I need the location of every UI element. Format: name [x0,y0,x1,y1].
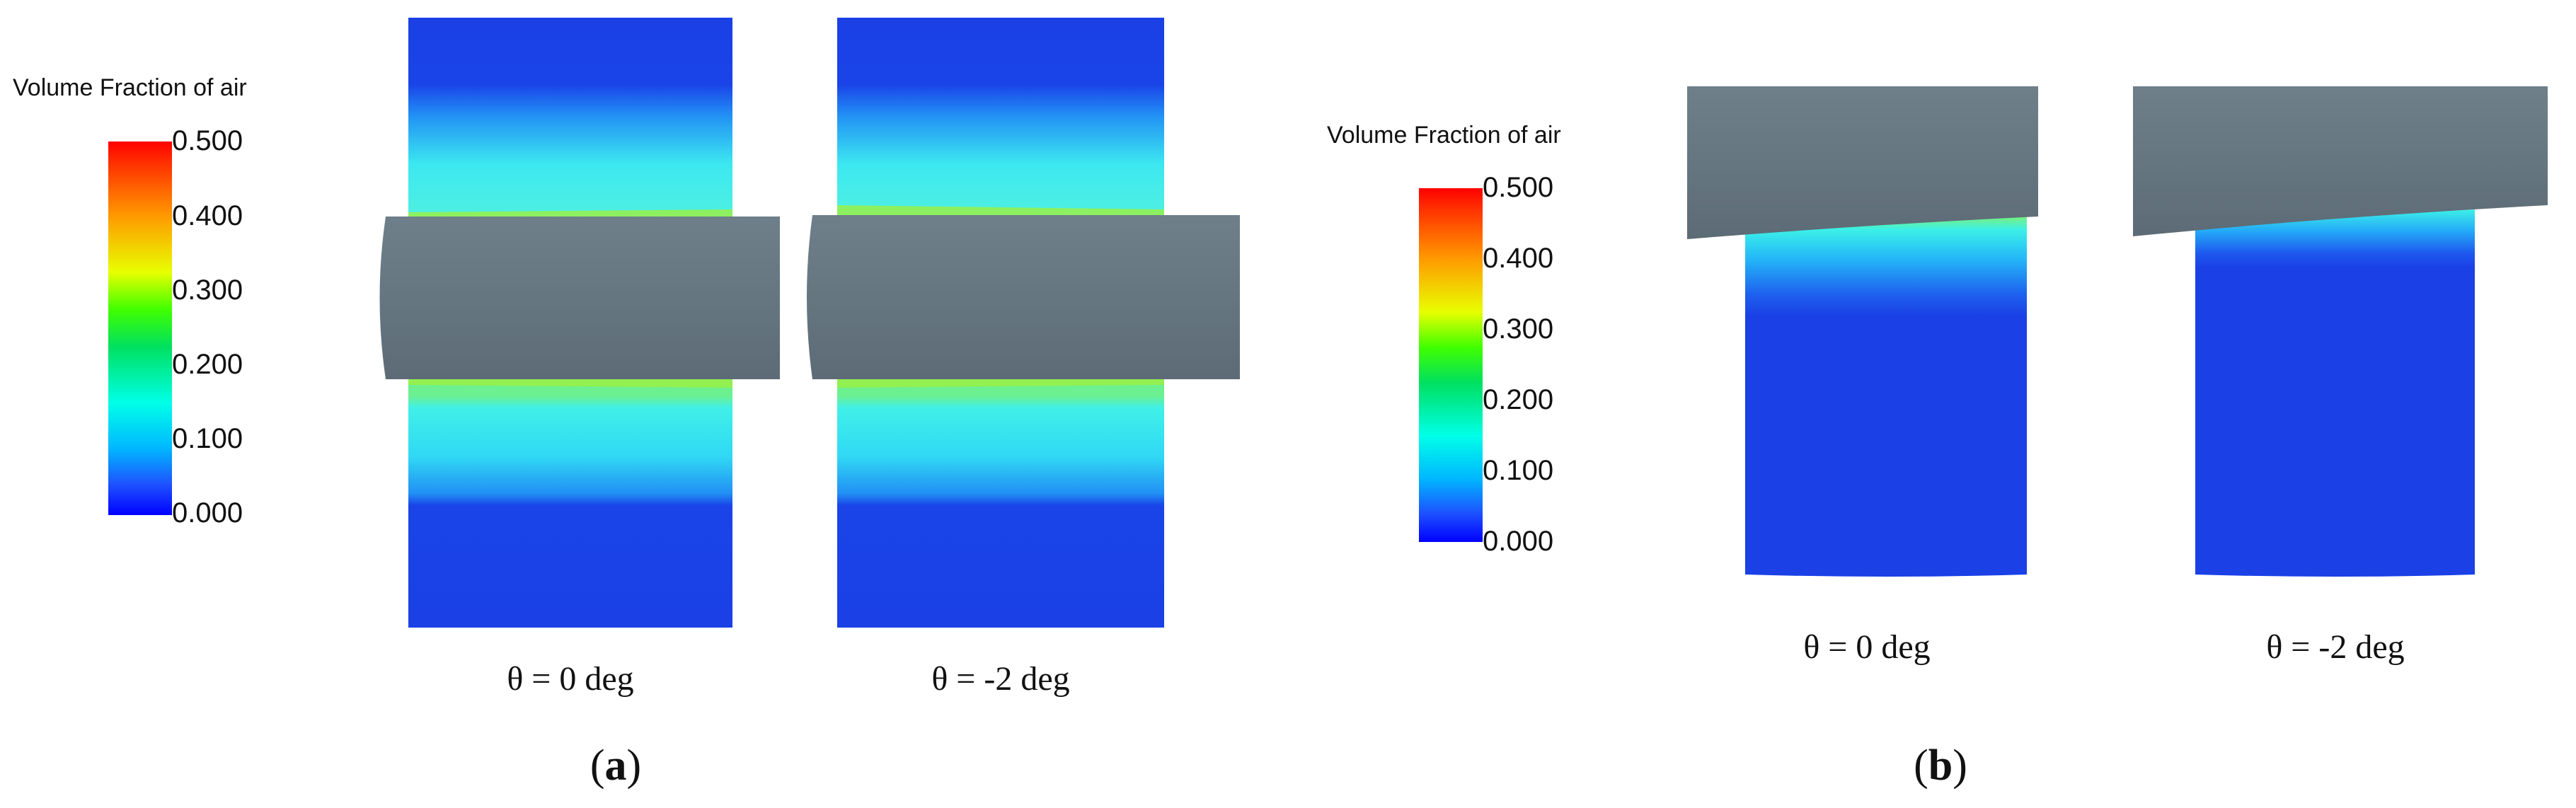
colorbar-tick: 0.100 [172,423,243,454]
colorbar-tick: 0.400 [172,200,243,231]
colorbar-tick: 0.000 [1483,526,1553,557]
colorbar-title: Volume Fraction of air [13,74,247,101]
colorbar-tick: 0.300 [1483,313,1553,345]
fluid-field [2195,209,2475,577]
shaft [379,217,780,379]
contour-view-a1: θ = 0 deg [379,18,780,698]
panel-a: Volume Fraction of air 0.500 0.400 0.300… [13,18,1240,790]
panel-label-b: (b) [1914,741,1967,790]
colorbar-tick: 0.200 [172,349,243,380]
shaft [2133,86,2548,236]
colorbar-tick: 0.000 [172,497,243,529]
view-caption: θ = 0 deg [1803,628,1930,666]
panel-label-a: (a) [590,741,641,790]
contour-view-b2: θ = -2 deg [2133,86,2548,666]
fluid-field [1745,215,2027,577]
shaft [807,215,1240,379]
view-caption: θ = 0 deg [507,660,633,698]
colorbar-b: Volume Fraction of air 0.500 0.400 0.300… [1327,122,1561,557]
colorbar-tick: 0.100 [1483,455,1553,486]
view-caption: θ = -2 deg [2266,628,2404,666]
colorbar-title: Volume Fraction of air [1327,122,1561,149]
view-caption: θ = -2 deg [931,660,1069,698]
colorbar-a: Volume Fraction of air 0.500 0.400 0.300… [13,74,247,529]
panel-b: Volume Fraction of air 0.500 0.400 0.300… [1327,86,2548,790]
colorbar-tick: 0.500 [172,125,243,156]
colorbar-tick: 0.200 [1483,384,1553,415]
contour-view-a2: θ = -2 deg [807,18,1240,698]
colorbar-tick: 0.400 [1483,243,1553,274]
colorbar-tick: 0.500 [1483,172,1553,203]
contour-view-b1: θ = 0 deg [1687,86,2038,666]
shaft [1687,86,2038,239]
colorbar-tick: 0.300 [172,275,243,306]
colorbar-gradient [108,142,172,515]
colorbar-gradient [1419,188,1483,542]
